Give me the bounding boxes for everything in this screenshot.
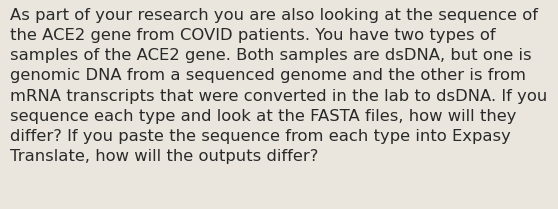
Text: As part of your research you are also looking at the sequence of
the ACE2 gene f: As part of your research you are also lo… (10, 8, 547, 164)
